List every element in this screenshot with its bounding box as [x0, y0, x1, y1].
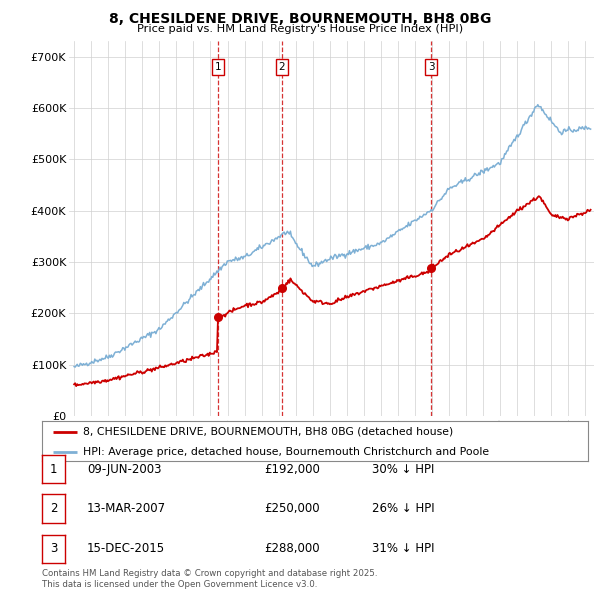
Text: 09-JUN-2003: 09-JUN-2003: [87, 463, 161, 476]
Text: 1: 1: [215, 62, 221, 72]
Text: 13-MAR-2007: 13-MAR-2007: [87, 502, 166, 515]
Text: 2: 2: [50, 502, 57, 515]
Text: HPI: Average price, detached house, Bournemouth Christchurch and Poole: HPI: Average price, detached house, Bour…: [83, 447, 489, 457]
Text: 8, CHESILDENE DRIVE, BOURNEMOUTH, BH8 0BG (detached house): 8, CHESILDENE DRIVE, BOURNEMOUTH, BH8 0B…: [83, 427, 453, 437]
Text: 30% ↓ HPI: 30% ↓ HPI: [372, 463, 434, 476]
Text: 31% ↓ HPI: 31% ↓ HPI: [372, 542, 434, 555]
Text: Contains HM Land Registry data © Crown copyright and database right 2025.
This d: Contains HM Land Registry data © Crown c…: [42, 569, 377, 589]
Text: £250,000: £250,000: [264, 502, 320, 515]
Text: 26% ↓ HPI: 26% ↓ HPI: [372, 502, 434, 515]
Text: 3: 3: [50, 542, 57, 555]
Text: Price paid vs. HM Land Registry's House Price Index (HPI): Price paid vs. HM Land Registry's House …: [137, 24, 463, 34]
Text: 15-DEC-2015: 15-DEC-2015: [87, 542, 165, 555]
Text: 3: 3: [428, 62, 434, 72]
Text: 2: 2: [278, 62, 285, 72]
Text: £288,000: £288,000: [264, 542, 320, 555]
Text: 1: 1: [50, 463, 57, 476]
Text: £192,000: £192,000: [264, 463, 320, 476]
Text: 8, CHESILDENE DRIVE, BOURNEMOUTH, BH8 0BG: 8, CHESILDENE DRIVE, BOURNEMOUTH, BH8 0B…: [109, 12, 491, 26]
